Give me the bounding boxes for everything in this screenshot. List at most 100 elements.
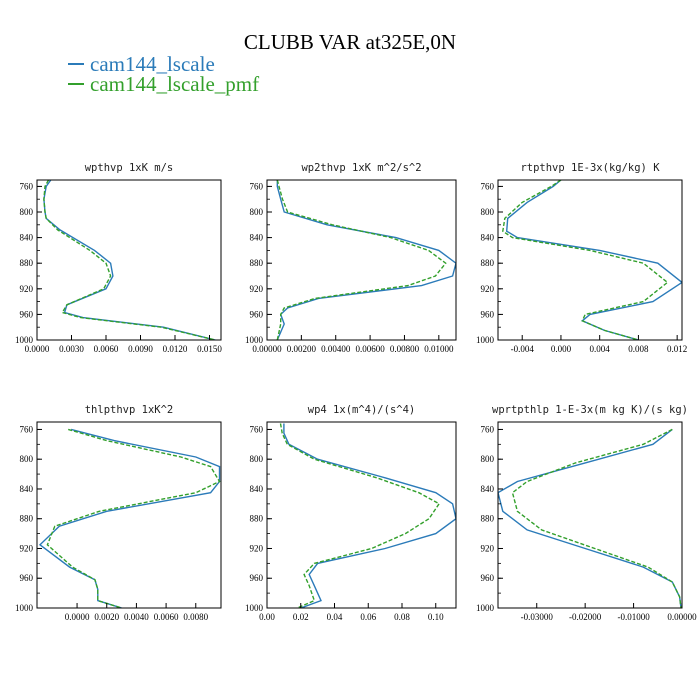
panel-title: thlpthvp 1xK^2 — [85, 404, 174, 416]
y-tick-label: 800 — [250, 454, 264, 464]
plot-frame — [36, 421, 222, 609]
x-tick-label: 0.008 — [628, 344, 649, 354]
y-tick-label: 880 — [20, 514, 34, 524]
x-tick-label: 0.0090 — [128, 344, 153, 354]
legend-swatch-lscale-pmf — [68, 83, 84, 86]
y-tick-label: 800 — [20, 454, 34, 464]
y-tick-label: 800 — [20, 207, 34, 217]
y-tick-label: 840 — [481, 484, 495, 494]
y-tick-label: 960 — [250, 309, 264, 319]
y-tick-label: 960 — [481, 573, 495, 583]
plot-frame — [266, 179, 457, 341]
plot-frame — [497, 179, 683, 341]
plot-frame — [497, 421, 683, 609]
x-tick-label: 0.0000 — [25, 344, 50, 354]
plot-frame — [266, 421, 457, 609]
y-tick-label: 760 — [250, 424, 264, 434]
x-tick-label: 0.02 — [293, 612, 309, 622]
panel-title: rtpthvp 1E-3x(kg/kg) K — [520, 162, 660, 174]
y-tick-label: 920 — [20, 543, 34, 553]
y-tick-label: 840 — [20, 233, 34, 243]
x-tick-label: -0.03000 — [521, 612, 554, 622]
y-tick-label: 880 — [250, 258, 264, 268]
x-tick-label: 0.0080 — [183, 612, 208, 622]
panel-title: wp4 1x(m^4)/(s^4) — [308, 404, 415, 416]
x-tick-label: 0.00 — [259, 612, 275, 622]
y-tick-label: 760 — [20, 424, 34, 434]
y-tick-label: 760 — [250, 181, 264, 191]
legend-item-lscale-pmf: cam144_lscale_pmf — [68, 72, 259, 97]
x-tick-label: 0.000 — [551, 344, 572, 354]
series-line-lscale — [498, 428, 682, 608]
series-line-lscale-pmf — [279, 423, 441, 608]
y-tick-label: 960 — [250, 573, 264, 583]
y-tick-label: 760 — [481, 181, 495, 191]
x-tick-label: 0.0060 — [94, 344, 119, 354]
series-line-lscale — [283, 423, 456, 608]
x-tick-label: 0.00000 — [252, 344, 282, 354]
x-tick-label: 0.08 — [394, 612, 410, 622]
panel-title: wpthvp 1xK m/s — [85, 162, 174, 174]
x-tick-label: 0.04 — [327, 612, 343, 622]
x-tick-label: -0.02000 — [569, 612, 602, 622]
y-tick-label: 800 — [481, 454, 495, 464]
panel-3: rtpthvp 1E-3x(kg/kg) K 760 800 840 880 920 960… — [476, 162, 687, 354]
y-tick-label: 920 — [250, 543, 264, 553]
series-line-lscale-pmf — [511, 428, 682, 608]
y-tick-label: 880 — [481, 258, 495, 268]
series-line-lscale-pmf — [43, 180, 216, 340]
x-tick-label: 0.00800 — [390, 344, 420, 354]
series-line-lscale-pmf — [276, 180, 447, 340]
y-tick-label: 920 — [481, 543, 495, 553]
y-tick-label: 800 — [481, 207, 495, 217]
x-tick-label: 0.00200 — [287, 344, 317, 354]
y-tick-label: 1000 — [476, 603, 495, 613]
legend-label-lscale-pmf: cam144_lscale_pmf — [90, 72, 260, 96]
y-tick-label: 960 — [20, 309, 34, 319]
y-tick-label: 960 — [20, 573, 34, 583]
x-tick-label: 0.012 — [667, 344, 687, 354]
x-tick-label: 0.00400 — [321, 344, 351, 354]
y-tick-label: 920 — [481, 284, 495, 294]
y-tick-label: 1000 — [245, 603, 264, 613]
series-line-lscale — [505, 180, 682, 340]
panel-5: wp4 1x(m^4)/(s^4)76080084088092096010000… — [245, 404, 457, 622]
series-line-lscale-pmf — [502, 180, 669, 340]
y-tick-label: 1000 — [476, 335, 495, 345]
x-tick-label: 0.00600 — [355, 344, 385, 354]
panel-2: wp2thvp 1xK m^2/s^2 760 800 840 880 920 960 100… — [245, 162, 457, 354]
x-tick-label: -0.01000 — [617, 612, 650, 622]
x-tick-label: -0.004 — [511, 344, 535, 354]
x-tick-label: 0.0020 — [94, 612, 119, 622]
panel-6: wprtpthlp 1-E-3x(m kg K)/(s kg) 760 800 840… — [476, 404, 697, 622]
y-tick-label: 1000 — [15, 603, 34, 613]
series-line-lscale-pmf — [46, 428, 221, 608]
y-tick-label: 880 — [481, 514, 495, 524]
chart-title: CLUBB VAR at325E,0N — [243, 30, 457, 54]
plot-frame — [36, 179, 222, 341]
y-tick-label: 760 — [481, 424, 495, 434]
y-tick-label: 920 — [250, 284, 264, 294]
y-tick-label: 960 — [481, 309, 495, 319]
y-tick-label: 840 — [20, 484, 34, 494]
x-tick-label: 0.01000 — [424, 344, 454, 354]
panel-1: wpthvp 1xK m/s76080084088092096010000.00… — [15, 162, 222, 354]
legend-swatch-lscale — [68, 63, 84, 66]
series-line-lscale — [43, 180, 216, 340]
y-tick-label: 1000 — [245, 335, 264, 345]
x-tick-label: 0.00000 — [667, 612, 697, 622]
y-tick-label: 800 — [250, 207, 264, 217]
legend-item-lscale: cam144_lscale — [68, 52, 215, 77]
panel-4: thlpthvp 1xK^2 760 800 840 880 920 960 1000 0.00… — [15, 404, 222, 622]
x-tick-label: 0.004 — [590, 344, 611, 354]
x-tick-label: 0.0040 — [124, 612, 149, 622]
series-line-lscale — [38, 428, 221, 608]
x-tick-label: 0.0000 — [65, 612, 90, 622]
y-tick-label: 840 — [481, 233, 495, 243]
y-tick-label: 840 — [250, 484, 264, 494]
x-tick-label: 0.10 — [428, 612, 444, 622]
y-tick-label: 840 — [250, 233, 264, 243]
x-tick-label: 0.06 — [360, 612, 376, 622]
y-tick-label: 880 — [250, 514, 264, 524]
